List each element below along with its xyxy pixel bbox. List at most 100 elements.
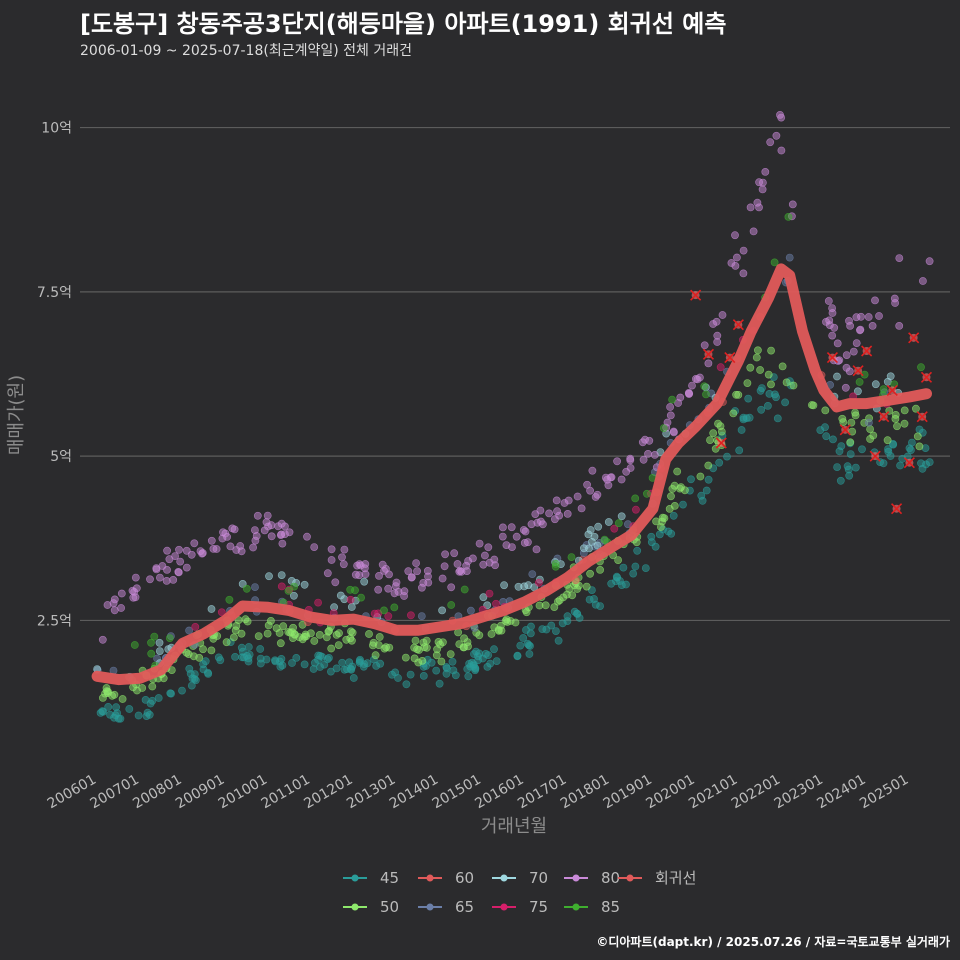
point-45 bbox=[765, 389, 774, 398]
point-70 bbox=[347, 603, 356, 611]
point-50 bbox=[866, 435, 874, 443]
point-80 bbox=[830, 323, 839, 332]
point-45 bbox=[739, 413, 748, 422]
point-45 bbox=[889, 439, 897, 448]
point-45 bbox=[349, 674, 358, 682]
point-45 bbox=[687, 475, 695, 484]
point-50 bbox=[487, 630, 496, 638]
point-45 bbox=[244, 643, 253, 651]
point-45 bbox=[513, 652, 522, 661]
point-45 bbox=[735, 446, 744, 455]
point-70 bbox=[277, 571, 286, 579]
point-80 bbox=[871, 296, 879, 305]
recent-trade-marker bbox=[690, 289, 702, 301]
point-75 bbox=[406, 611, 415, 620]
recent-trade-marker bbox=[878, 411, 890, 423]
point-50 bbox=[596, 566, 604, 574]
point-45 bbox=[256, 654, 265, 663]
point-50 bbox=[401, 653, 410, 662]
point-80 bbox=[249, 543, 257, 552]
point-80 bbox=[573, 492, 582, 501]
point-45 bbox=[641, 564, 650, 572]
point-80 bbox=[613, 457, 621, 466]
point-45 bbox=[271, 657, 280, 666]
point-80 bbox=[110, 595, 119, 604]
point-50 bbox=[501, 617, 510, 625]
point-45 bbox=[187, 681, 196, 690]
svg-text:70: 70 bbox=[529, 869, 548, 887]
point-50 bbox=[374, 641, 383, 649]
point-80 bbox=[718, 311, 727, 319]
svg-text:75: 75 bbox=[529, 898, 548, 916]
point-45 bbox=[896, 461, 904, 470]
recent-trade-marker bbox=[886, 384, 898, 396]
point-45 bbox=[324, 654, 333, 662]
point-80 bbox=[846, 321, 854, 330]
point-80 bbox=[759, 178, 767, 187]
point-50 bbox=[229, 633, 238, 642]
point-45 bbox=[146, 699, 155, 708]
point-85 bbox=[242, 584, 251, 593]
point-50 bbox=[433, 645, 441, 654]
point-70 bbox=[871, 380, 880, 389]
point-85 bbox=[917, 363, 925, 372]
point-80 bbox=[407, 573, 416, 581]
point-85 bbox=[380, 606, 388, 615]
point-45 bbox=[631, 562, 640, 571]
point-65 bbox=[251, 583, 259, 591]
point-50 bbox=[839, 418, 848, 426]
point-80 bbox=[277, 530, 286, 539]
chart-title: [도봉구] 창동주공3단지(해등마을) 아파트(1991) 회귀선 예측 bbox=[80, 10, 727, 38]
point-50 bbox=[559, 593, 568, 602]
point-45 bbox=[772, 393, 780, 402]
point-80 bbox=[274, 522, 282, 531]
point-45 bbox=[471, 666, 479, 675]
point-75 bbox=[217, 608, 226, 617]
recent-trade-marker bbox=[724, 352, 736, 364]
point-45 bbox=[338, 658, 347, 667]
point-80 bbox=[267, 521, 276, 530]
point-80 bbox=[776, 111, 784, 119]
point-75 bbox=[632, 505, 640, 514]
point-45 bbox=[292, 654, 301, 662]
point-80 bbox=[875, 312, 883, 320]
point-45 bbox=[402, 680, 411, 689]
point-80 bbox=[155, 573, 164, 582]
point-50 bbox=[706, 436, 714, 444]
point-80 bbox=[772, 131, 781, 140]
y-tick-label: 7.5억 bbox=[37, 285, 72, 301]
point-50 bbox=[541, 601, 550, 610]
point-80 bbox=[128, 586, 137, 595]
recent-trade-marker bbox=[861, 345, 873, 357]
point-80 bbox=[841, 383, 850, 392]
point-80 bbox=[666, 403, 674, 411]
point-45 bbox=[449, 666, 458, 675]
point-80 bbox=[117, 589, 126, 598]
point-50 bbox=[422, 636, 431, 645]
point-45 bbox=[464, 672, 473, 681]
point-85 bbox=[551, 562, 560, 571]
point-50 bbox=[778, 362, 787, 371]
point-50 bbox=[222, 638, 231, 647]
point-50 bbox=[789, 381, 798, 390]
point-80 bbox=[310, 543, 319, 551]
point-50 bbox=[410, 654, 419, 663]
point-80 bbox=[338, 553, 346, 562]
point-50 bbox=[148, 682, 157, 691]
point-45 bbox=[552, 627, 560, 635]
point-50 bbox=[275, 629, 284, 637]
point-80 bbox=[237, 547, 246, 556]
point-45 bbox=[134, 711, 143, 720]
regression-line bbox=[91, 263, 932, 686]
point-50 bbox=[893, 422, 901, 431]
point-50 bbox=[264, 621, 273, 630]
point-50 bbox=[310, 637, 319, 645]
point-45 bbox=[905, 444, 914, 453]
point-80 bbox=[622, 467, 631, 476]
point-50 bbox=[900, 419, 909, 428]
point-45 bbox=[98, 707, 107, 716]
point-45 bbox=[190, 670, 199, 678]
point-50 bbox=[767, 346, 775, 355]
point-50 bbox=[335, 629, 343, 638]
point-65 bbox=[185, 626, 193, 635]
